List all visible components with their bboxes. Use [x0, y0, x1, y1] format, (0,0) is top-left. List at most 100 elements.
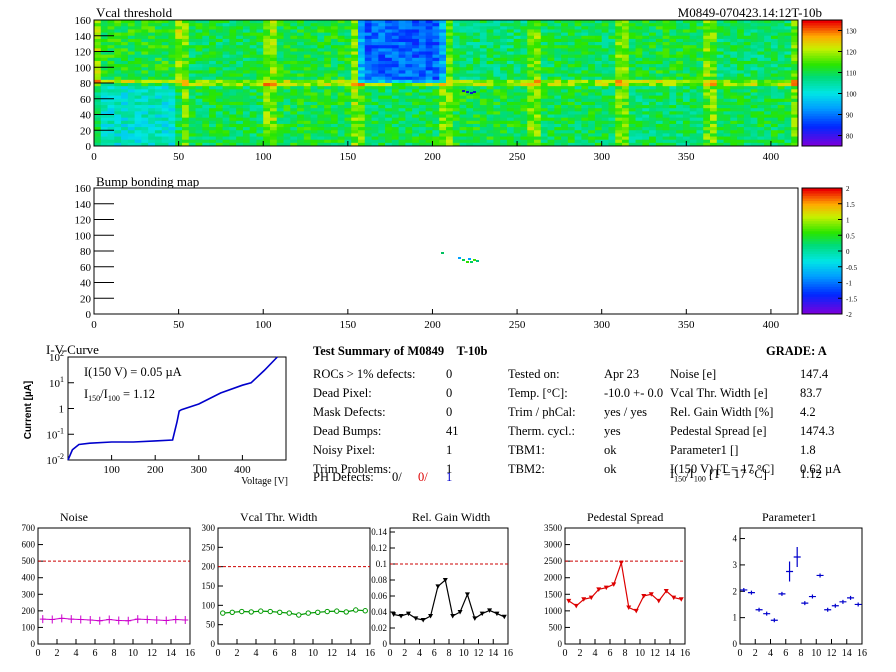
heat-cell	[114, 60, 122, 65]
heat-cell	[649, 120, 657, 125]
heat-cell	[290, 105, 298, 109]
heat-cell	[770, 35, 779, 40]
small-y-tick-label: 0.1	[376, 559, 387, 569]
heat-cell	[594, 114, 603, 119]
heat-cell	[364, 111, 372, 115]
heat-cell	[689, 29, 697, 33]
heat-cell	[358, 45, 366, 49]
heat-cell	[513, 105, 521, 109]
heat-cell	[398, 42, 406, 46]
heat-cell	[662, 92, 670, 96]
heat-cell	[764, 117, 772, 122]
heat-cell	[418, 54, 427, 59]
heat-cell	[371, 20, 379, 24]
heat-cell	[432, 26, 440, 30]
heat-cell	[290, 142, 298, 147]
heat-cell	[466, 20, 474, 24]
heat-cell	[676, 57, 684, 62]
heat-cell	[134, 120, 142, 125]
heat-cell	[364, 45, 372, 49]
heat-cell	[554, 57, 562, 62]
heat-cell	[121, 29, 129, 33]
heat-cell	[527, 89, 535, 93]
heat-cell	[310, 76, 318, 81]
heat-cell	[703, 98, 711, 103]
heat-cell	[594, 29, 603, 33]
heat-cell	[209, 139, 217, 144]
heat-cell	[737, 42, 745, 46]
heat-cell	[601, 95, 609, 100]
heat-cell	[730, 130, 738, 134]
heat-cell	[134, 86, 142, 90]
heat-cell	[148, 136, 156, 141]
heat-cell	[534, 114, 542, 119]
heat-cell	[622, 108, 630, 112]
heat-cell	[791, 89, 799, 93]
heat-cell	[378, 70, 386, 74]
heat-cell	[290, 127, 298, 131]
palette-cell	[802, 52, 842, 56]
heat-cell	[168, 23, 176, 27]
heat-cell	[418, 35, 427, 40]
heat-cell	[527, 20, 535, 24]
heat-cell	[134, 133, 142, 137]
heat-cell	[703, 142, 711, 147]
heat-cell	[202, 86, 210, 90]
heat-cell	[337, 57, 345, 62]
heat-cell	[317, 86, 325, 90]
palette-cell	[802, 22, 842, 26]
heat-cell	[182, 42, 190, 46]
heat-cell	[764, 89, 772, 93]
heat-cell	[344, 42, 352, 46]
heat-cell	[757, 123, 765, 128]
heat-cell	[100, 38, 108, 43]
heat-cell	[554, 86, 562, 90]
heat-cell	[534, 26, 542, 30]
heat-cell	[100, 73, 108, 78]
heat-cell	[317, 127, 325, 131]
heat-cell	[270, 89, 278, 93]
heat-cell	[696, 92, 704, 96]
heat-cell	[486, 48, 494, 52]
heat-cell	[615, 76, 623, 81]
heat-cell	[770, 76, 779, 81]
heat-cell	[770, 130, 779, 134]
heat-cell	[615, 142, 623, 147]
heat-cell	[750, 92, 758, 96]
y-tick-label: 160	[75, 183, 92, 195]
heat-cell	[655, 26, 664, 30]
data-point	[793, 547, 801, 567]
heat-cell	[750, 127, 758, 131]
heat-cell	[134, 136, 142, 141]
heat-cell	[222, 89, 230, 93]
heat-cell	[682, 76, 691, 81]
heat-cell	[567, 117, 576, 122]
summary-label: ROCs > 1% defects:	[313, 367, 416, 381]
heat-cell	[364, 23, 372, 27]
heat-cell	[547, 76, 555, 81]
heat-cell	[737, 136, 745, 141]
heat-cell	[655, 64, 664, 68]
heat-cell	[188, 83, 196, 87]
heat-cell	[215, 54, 224, 59]
heat-cell	[100, 95, 108, 100]
heat-cell	[391, 54, 400, 59]
heat-cell	[378, 45, 386, 49]
heat-cell	[358, 127, 366, 131]
heat-cell	[574, 133, 582, 137]
heat-cell	[114, 79, 122, 84]
heat-cell	[100, 60, 108, 65]
heat-cell	[371, 105, 379, 109]
heat-cell	[730, 60, 738, 65]
heat-cell	[263, 67, 271, 71]
heat-cell	[574, 120, 582, 125]
heat-cell	[297, 130, 305, 134]
heat-cell	[676, 139, 684, 144]
heat-cell	[378, 67, 386, 71]
heat-cell	[635, 79, 643, 84]
heat-cell	[405, 70, 413, 74]
heat-cell	[337, 139, 345, 144]
heat-cell	[229, 133, 237, 137]
heat-cell	[547, 123, 555, 128]
heat-cell	[148, 35, 156, 40]
